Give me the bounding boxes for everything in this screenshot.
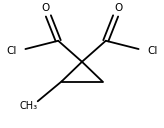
Text: Cl: Cl xyxy=(147,46,158,56)
Text: CH₃: CH₃ xyxy=(20,101,38,111)
Text: O: O xyxy=(114,3,123,13)
Text: Cl: Cl xyxy=(6,46,17,56)
Text: O: O xyxy=(41,3,50,13)
